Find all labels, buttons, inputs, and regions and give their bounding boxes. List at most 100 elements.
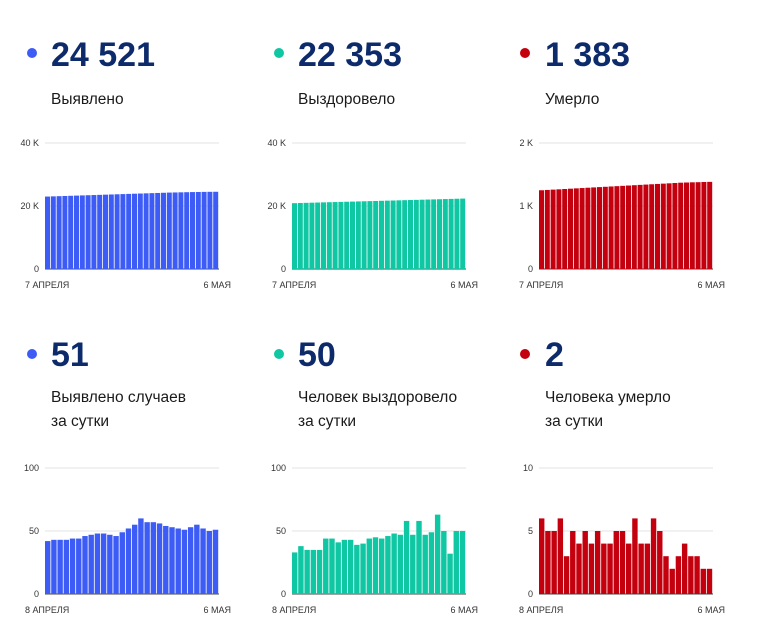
chart-total-cases: 0 20 K 40 K 7 АПРЕЛЯ 6 МАЯ xyxy=(20,138,231,290)
x-tick-label-end: 6 МАЯ xyxy=(450,605,478,615)
total-deaths-value: 1 383 xyxy=(545,36,631,74)
bar xyxy=(354,544,360,594)
bar xyxy=(539,190,544,269)
bar xyxy=(434,514,441,594)
total-deaths-label: Умерло xyxy=(545,91,600,108)
bar xyxy=(655,183,660,269)
bar xyxy=(107,534,113,594)
bar xyxy=(360,543,366,594)
bar xyxy=(315,202,321,269)
bar xyxy=(323,538,329,594)
bar xyxy=(100,533,107,594)
bar xyxy=(119,532,125,594)
bar xyxy=(172,192,178,269)
bar xyxy=(626,185,631,269)
y-tick-label: 0 xyxy=(528,264,533,274)
bar xyxy=(582,531,588,594)
daily-deaths-label: Человека умерло xyxy=(545,389,671,406)
bar xyxy=(663,556,669,594)
bar xyxy=(82,536,88,594)
y-tick-label: 40 K xyxy=(20,138,39,148)
bar xyxy=(88,534,94,594)
bar xyxy=(341,539,348,594)
daily-deaths-value: 2 xyxy=(545,336,564,374)
bar xyxy=(143,193,149,269)
bar xyxy=(309,202,315,269)
y-tick-label: 100 xyxy=(24,463,39,473)
bar xyxy=(410,534,416,594)
bar xyxy=(385,536,391,594)
bar xyxy=(657,531,663,594)
bar xyxy=(355,201,361,269)
bar xyxy=(297,203,303,269)
bar xyxy=(669,568,675,594)
green-dot-icon xyxy=(274,349,284,359)
bar xyxy=(125,528,132,594)
x-tick-label-end: 6 МАЯ xyxy=(203,605,231,615)
bar xyxy=(175,528,181,594)
bar xyxy=(695,182,701,269)
bar xyxy=(155,192,161,269)
bar xyxy=(563,556,570,594)
y-tick-label: 1 K xyxy=(519,201,533,211)
bar xyxy=(181,529,188,594)
bar xyxy=(332,202,338,269)
bar xyxy=(413,199,419,269)
chart-total-recovered: 0 20 K 40 K 7 АПРЕЛЯ 6 МАЯ xyxy=(267,138,478,290)
bar xyxy=(684,182,689,269)
total-cases-label: Выявлено xyxy=(51,91,124,108)
bar xyxy=(706,568,713,594)
bar xyxy=(678,182,684,269)
y-tick-label: 40 K xyxy=(267,138,286,148)
chart-daily-cases: 0 50 100 8 АПРЕЛЯ 6 МАЯ xyxy=(24,463,231,615)
bar xyxy=(562,188,568,269)
y-tick-label: 0 xyxy=(34,264,39,274)
bar xyxy=(156,523,163,594)
bar xyxy=(201,191,207,269)
y-tick-label: 50 xyxy=(29,526,39,536)
bar xyxy=(347,539,354,594)
bar xyxy=(568,188,573,269)
bar xyxy=(631,185,637,269)
y-tick-label: 2 K xyxy=(519,138,533,148)
bar xyxy=(688,556,694,594)
bar xyxy=(638,543,644,594)
bar xyxy=(163,525,169,594)
bar xyxy=(557,518,564,594)
bar xyxy=(425,199,431,269)
bar xyxy=(184,192,190,269)
bar xyxy=(76,538,82,594)
bar xyxy=(108,194,114,269)
bar xyxy=(437,199,442,269)
red-dot-icon xyxy=(520,48,530,58)
bar xyxy=(448,198,454,269)
y-tick-label: 20 K xyxy=(267,201,286,211)
bar xyxy=(459,531,466,594)
y-tick-label: 5 xyxy=(528,526,533,536)
bar xyxy=(408,200,413,269)
bar xyxy=(206,531,212,594)
bar xyxy=(316,549,323,594)
daily-cases-label: Выявлено случаев xyxy=(51,389,186,406)
bar xyxy=(614,186,620,269)
bar xyxy=(178,192,184,269)
bar xyxy=(187,527,194,594)
bar xyxy=(666,183,672,269)
bar xyxy=(344,201,350,269)
bar xyxy=(431,199,437,269)
bar xyxy=(396,200,402,269)
bar xyxy=(681,543,688,594)
x-tick-label-end: 6 МАЯ xyxy=(203,280,231,290)
bar xyxy=(579,188,585,269)
bar xyxy=(94,533,101,594)
bar xyxy=(194,524,200,594)
bar xyxy=(303,202,309,269)
bar xyxy=(588,543,595,594)
bar xyxy=(329,538,335,594)
bar xyxy=(384,200,390,269)
bar xyxy=(594,531,601,594)
bar xyxy=(620,185,626,269)
bar xyxy=(114,194,120,269)
green-dot-icon xyxy=(274,48,284,58)
bar xyxy=(428,532,435,594)
